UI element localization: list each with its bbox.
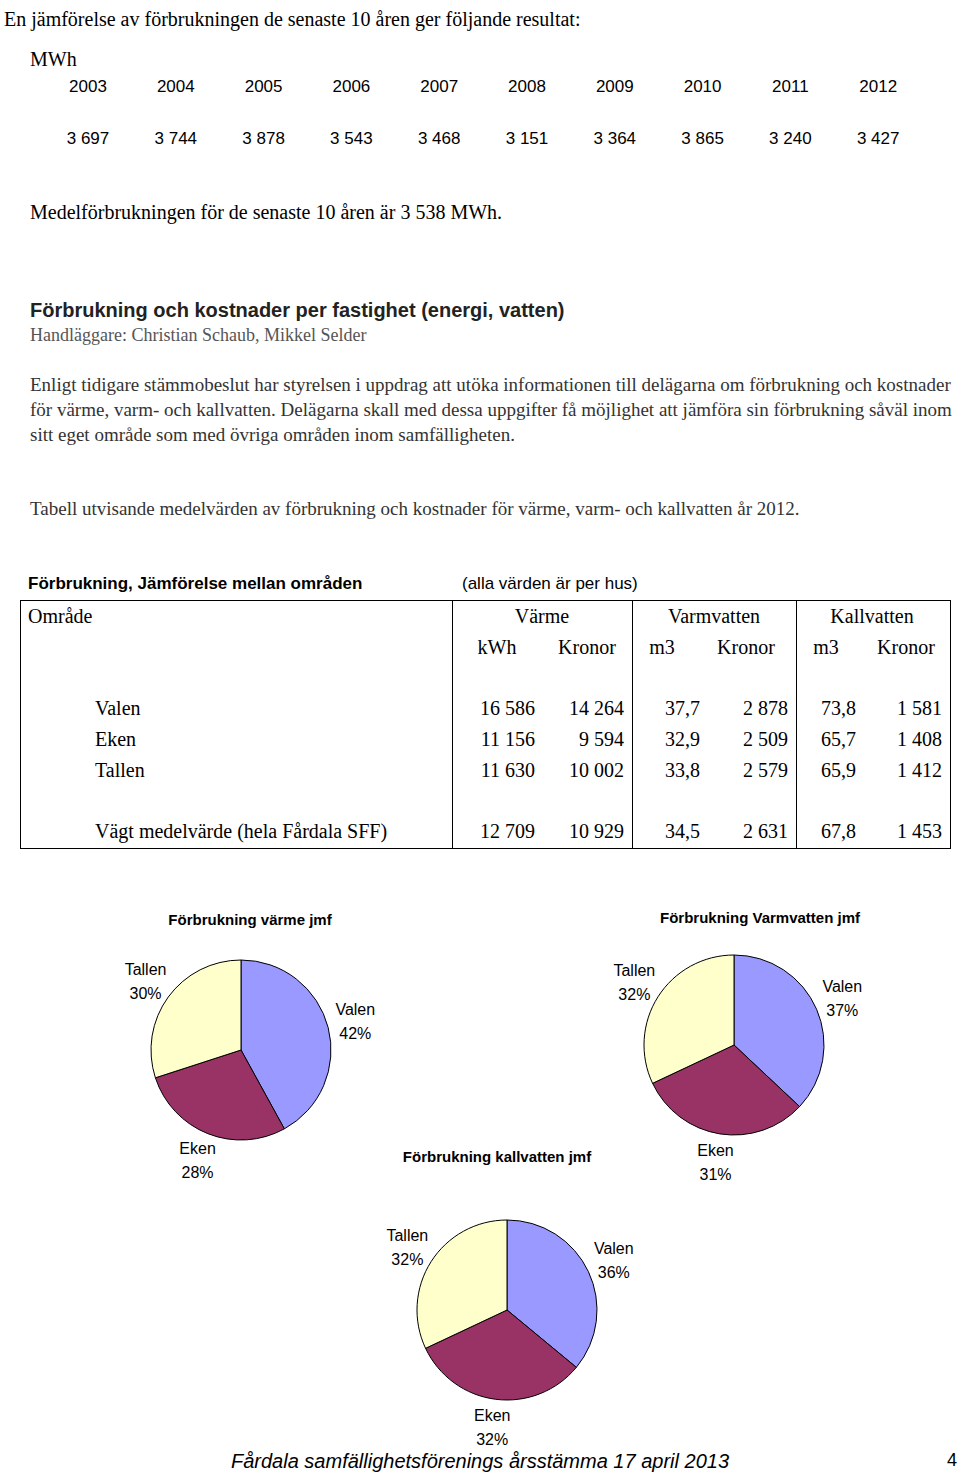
html-text:3 427: 3 427 (856, 129, 900, 148)
html-text:3 240: 3 240 (769, 129, 812, 148)
html-text:3 697: 3 697 (66, 129, 110, 148)
html-text:4: 4 (947, 1450, 957, 1470)
html-text:En jämförelse av förbrukningen: En jämförelse av förbrukningen de senast… (4, 8, 581, 30)
html-text:Valen: Valen (95, 697, 141, 719)
html-text:10 002: 10 002 (569, 759, 624, 781)
html-text:3 744: 3 744 (154, 129, 198, 148)
html-text:Förbrukning, Jämförelse mellan: Förbrukning, Jämförelse mellan områden (28, 574, 363, 593)
html-text:Enligt tidigare stämmobeslut h: Enligt tidigare stämmobeslut har styrels… (30, 374, 952, 445)
html-text:Tallen: Tallen (95, 759, 145, 781)
html-text:MWh: MWh (30, 48, 77, 70)
svg-text:Tallen32%: Tallen32% (613, 962, 655, 1003)
html-text:11 630: 11 630 (480, 759, 535, 781)
svg-text:Valen37%: Valen37% (822, 978, 862, 1019)
html-text:Kallvatten: Kallvatten (830, 605, 914, 627)
html-text:65,7: 65,7 (821, 728, 856, 750)
svg-text:Eken31%: Eken31% (697, 1142, 733, 1183)
html-text:Värme: Värme (514, 605, 570, 627)
html-text:3 878: 3 878 (242, 129, 285, 148)
html-text:9 594: 9 594 (579, 728, 624, 750)
html-text:2 878: 2 878 (743, 697, 788, 719)
html-text:2006: 2006 (332, 77, 371, 96)
html-text:1 453: 1 453 (897, 820, 942, 842)
html-text:Förbrukning och kostnader per: Förbrukning och kostnader per fastighet … (30, 299, 565, 321)
html-text:2004: 2004 (156, 77, 195, 96)
html-text:Eken: Eken (95, 728, 137, 750)
html-text:10 929: 10 929 (569, 820, 624, 842)
svg-text:Tallen32%: Tallen32% (386, 1227, 428, 1268)
html-text:33,8: 33,8 (665, 759, 700, 781)
html-text:Medelförbrukningen för de sena: Medelförbrukningen för de senaste 10 åre… (30, 201, 503, 223)
html-text:Fårdala samfällighetsförenings: Fårdala samfällighetsförenings årsstämma… (231, 1450, 729, 1472)
svg-text:Eken28%: Eken28% (179, 1140, 215, 1181)
html-text:32,9: 32,9 (665, 728, 700, 750)
html-text:73,8: 73,8 (821, 697, 856, 719)
html-text:m3: m3 (813, 636, 839, 658)
html-text:2 631: 2 631 (743, 820, 788, 842)
html-text:14 264: 14 264 (569, 697, 624, 719)
html-text:Vägt medelvärde (hela Fårdala: Vägt medelvärde (hela Fårdala SFF) (95, 820, 388, 842)
html-text:Förbrukning kallvatten jmf: Förbrukning kallvatten jmf (402, 1148, 592, 1165)
html-text:67,8: 67,8 (821, 820, 856, 842)
html-text:16 586: 16 586 (480, 697, 535, 719)
html-text:Område: Område (28, 605, 93, 627)
svg-text:Tallen30%: Tallen30% (125, 961, 167, 1002)
html-text:Handläggare: Christian Schaub,: Handläggare: Christian Schaub, Mikkel Se… (30, 325, 367, 345)
html-text:11 156: 11 156 (480, 728, 535, 750)
svg-text:Valen36%: Valen36% (594, 1240, 634, 1281)
svg-text:Eken32%: Eken32% (474, 1407, 510, 1448)
html-text:2008: 2008 (508, 77, 546, 96)
html-text:Förbrukning värme jmf: Förbrukning värme jmf (168, 911, 332, 928)
html-text:2009: 2009 (595, 77, 634, 96)
html-text:Kronor: Kronor (558, 636, 616, 658)
html-text:(alla värden är per hus): (alla värden är per hus) (462, 574, 638, 593)
html-text:kWh: kWh (477, 636, 517, 658)
html-text:m3: m3 (649, 636, 675, 658)
html-text:2005: 2005 (244, 77, 283, 96)
html-text:3 151: 3 151 (505, 129, 549, 148)
html-text:1 581: 1 581 (897, 697, 942, 719)
html-text:1 412: 1 412 (897, 759, 942, 781)
svg-text:Valen42%: Valen42% (335, 1001, 375, 1042)
html-text:3 543: 3 543 (330, 129, 373, 148)
html-text:3 865: 3 865 (681, 129, 724, 148)
html-text:2007: 2007 (420, 77, 459, 96)
html-text:2012: 2012 (859, 77, 898, 96)
html-text:2010: 2010 (683, 77, 722, 96)
html-text:3 468: 3 468 (417, 129, 461, 148)
html-text:3 364: 3 364 (593, 129, 637, 148)
html-text:34,5: 34,5 (665, 820, 700, 842)
html-text:Kronor: Kronor (877, 636, 935, 658)
html-text:37,7: 37,7 (665, 697, 700, 719)
html-text:Varmvatten: Varmvatten (667, 605, 761, 627)
html-text:2 509: 2 509 (743, 728, 788, 750)
html-text:1 408: 1 408 (897, 728, 942, 750)
html-text:2003: 2003 (69, 77, 107, 96)
html-text:12 709: 12 709 (480, 820, 535, 842)
html-text:2011: 2011 (772, 77, 809, 96)
html-text:Förbrukning Varmvatten jmf: Förbrukning Varmvatten jmf (660, 909, 860, 926)
html-text:65,9: 65,9 (821, 759, 856, 781)
html-text:Kronor: Kronor (717, 636, 775, 658)
html-text:2 579: 2 579 (743, 759, 788, 781)
html-text:Tabell utvisande medelvärden a: Tabell utvisande medelvärden av förbrukn… (30, 498, 800, 519)
